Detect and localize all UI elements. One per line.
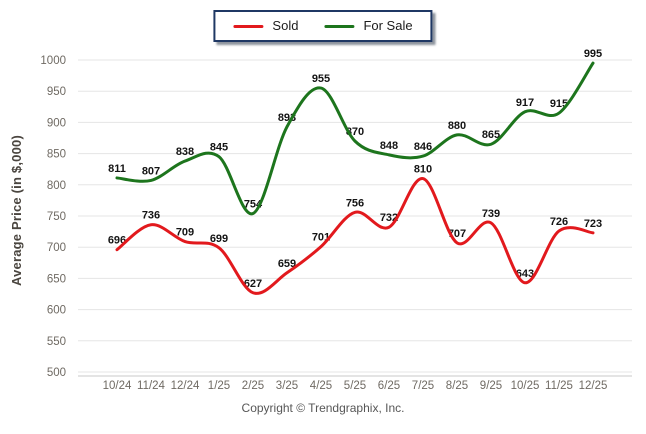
x-tick-label: 11/25 — [545, 380, 573, 392]
point-label: 995 — [584, 48, 602, 60]
y-tick-label: 700 — [47, 242, 66, 254]
legend-label-sold: Sold — [272, 18, 299, 33]
y-tick-label: 1000 — [40, 55, 66, 67]
x-tick-label: 10/24 — [103, 380, 132, 392]
y-tick-label: 600 — [47, 305, 66, 317]
sold-line-swatch — [233, 24, 264, 28]
x-tick-label: 3/25 — [276, 380, 298, 392]
point-label: 659 — [278, 258, 296, 270]
point-label: 739 — [482, 208, 500, 220]
y-tick-label: 850 — [47, 149, 66, 161]
x-tick-label: 6/25 — [378, 380, 400, 392]
point-label: 811 — [108, 163, 126, 175]
copyright-text: Copyright © Trendgraphix, Inc. — [241, 401, 405, 415]
point-label: 726 — [550, 216, 568, 228]
legend-item-sold: Sold — [233, 17, 298, 35]
x-tick-label: 8/25 — [446, 380, 468, 392]
y-tick-label: 950 — [47, 86, 66, 98]
x-tick-label: 7/25 — [412, 380, 434, 392]
point-label: 756 — [346, 197, 364, 209]
y-tick-label: 900 — [47, 117, 66, 129]
x-tick-label: 5/25 — [344, 380, 366, 392]
x-tick-label: 12/25 — [579, 380, 608, 392]
for-sale-line-swatch — [324, 24, 355, 28]
y-axis-title: Average Price (in $,000) — [2, 0, 30, 420]
x-tick-label: 10/25 — [511, 380, 540, 392]
point-label: 627 — [244, 278, 262, 290]
y-tick-label: 750 — [47, 211, 66, 223]
y-axis-ticks: 500 550 600 650 700 750 800 850 900 950 1000 — [40, 55, 66, 379]
x-tick-label: 4/25 — [310, 380, 332, 392]
point-label: 955 — [312, 73, 330, 85]
point-label: 810 — [414, 164, 432, 176]
x-tick-label: 11/24 — [137, 380, 166, 392]
point-label: 709 — [176, 227, 194, 239]
y-tick-label: 500 — [47, 367, 66, 379]
point-label: 917 — [516, 97, 534, 109]
x-tick-label: 12/24 — [171, 380, 200, 392]
point-label: 865 — [482, 129, 500, 141]
point-label: 846 — [414, 141, 432, 153]
sold-line — [115, 177, 595, 295]
point-label: 838 — [176, 146, 194, 158]
y-axis-title-text: Average Price (in $,000) — [8, 134, 24, 286]
chart-legend: Sold For Sale — [213, 10, 433, 42]
point-label: 723 — [584, 218, 602, 230]
x-tick-label: 2/25 — [242, 380, 264, 392]
point-label: 880 — [448, 120, 466, 132]
x-axis-ticks: 10/24 11/24 12/24 1/25 2/25 3/25 4/25 5/25 6/25 7… — [103, 380, 608, 392]
point-label: 845 — [210, 142, 228, 154]
gridlines — [78, 59, 632, 373]
legend-label-for-sale: For Sale — [363, 18, 413, 33]
point-label: 643 — [516, 268, 534, 280]
point-label: 736 — [142, 210, 160, 222]
x-tick-label: 1/25 — [208, 380, 230, 392]
for-sale-line — [115, 61, 595, 216]
y-tick-label: 550 — [47, 336, 66, 348]
point-labels: 6967367096996276597017567328107077396437… — [108, 48, 602, 290]
point-label: 699 — [210, 233, 228, 245]
x-tick-label: 9/25 — [480, 380, 502, 392]
y-tick-label: 650 — [47, 273, 66, 285]
legend-item-for-sale: For Sale — [324, 17, 413, 35]
point-label: 848 — [380, 140, 398, 152]
point-label: 807 — [142, 165, 160, 177]
y-tick-label: 800 — [47, 180, 66, 192]
